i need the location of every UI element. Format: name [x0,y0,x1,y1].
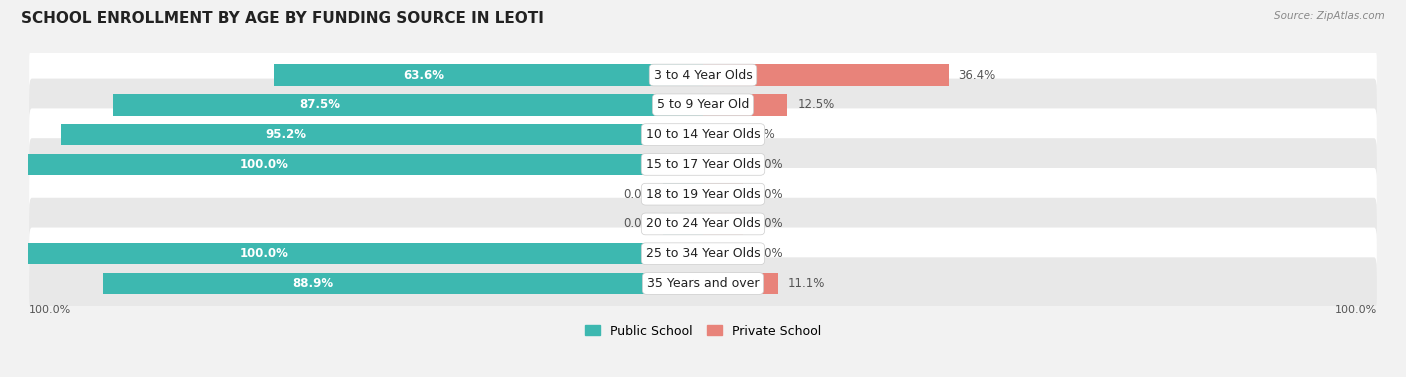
Text: 25 to 34 Year Olds: 25 to 34 Year Olds [645,247,761,260]
FancyBboxPatch shape [30,198,1376,250]
Text: 18 to 19 Year Olds: 18 to 19 Year Olds [645,188,761,201]
Text: 0.0%: 0.0% [623,188,652,201]
Text: 5 to 9 Year Old: 5 to 9 Year Old [657,98,749,111]
Bar [703,273,778,294]
Bar [274,64,703,86]
Text: 0.0%: 0.0% [754,158,783,171]
Bar [104,273,703,294]
Text: 3 to 4 Year Olds: 3 to 4 Year Olds [654,69,752,81]
FancyBboxPatch shape [30,79,1376,131]
Bar [703,124,735,145]
Bar [112,94,703,115]
FancyBboxPatch shape [30,109,1376,161]
Bar [28,154,703,175]
Text: 0.0%: 0.0% [754,188,783,201]
Bar [703,94,787,115]
Bar [703,243,744,264]
Text: 100.0%: 100.0% [28,305,70,315]
FancyBboxPatch shape [30,49,1376,101]
Bar [703,213,744,234]
Text: 0.0%: 0.0% [623,218,652,230]
FancyBboxPatch shape [30,138,1376,191]
Text: 10 to 14 Year Olds: 10 to 14 Year Olds [645,128,761,141]
Text: 95.2%: 95.2% [266,128,307,141]
Text: 20 to 24 Year Olds: 20 to 24 Year Olds [645,218,761,230]
Bar [662,184,703,205]
Text: 15 to 17 Year Olds: 15 to 17 Year Olds [645,158,761,171]
Bar [28,243,703,264]
Bar [703,64,949,86]
Legend: Public School, Private School: Public School, Private School [585,325,821,337]
Text: 0.0%: 0.0% [754,218,783,230]
Text: 0.0%: 0.0% [754,247,783,260]
Bar [703,184,744,205]
Text: 100.0%: 100.0% [240,247,290,260]
Text: Source: ZipAtlas.com: Source: ZipAtlas.com [1274,11,1385,21]
Text: 87.5%: 87.5% [299,98,340,111]
Bar [662,213,703,234]
Text: 100.0%: 100.0% [1336,305,1378,315]
Text: 88.9%: 88.9% [292,277,333,290]
Text: SCHOOL ENROLLMENT BY AGE BY FUNDING SOURCE IN LEOTI: SCHOOL ENROLLMENT BY AGE BY FUNDING SOUR… [21,11,544,26]
Text: 36.4%: 36.4% [959,69,995,81]
Text: 63.6%: 63.6% [404,69,444,81]
Text: 12.5%: 12.5% [797,98,835,111]
FancyBboxPatch shape [30,168,1376,221]
Text: 35 Years and over: 35 Years and over [647,277,759,290]
Bar [703,154,744,175]
Bar [60,124,703,145]
FancyBboxPatch shape [30,228,1376,280]
Text: 11.1%: 11.1% [787,277,825,290]
Text: 4.8%: 4.8% [745,128,775,141]
Text: 100.0%: 100.0% [240,158,290,171]
FancyBboxPatch shape [30,257,1376,310]
